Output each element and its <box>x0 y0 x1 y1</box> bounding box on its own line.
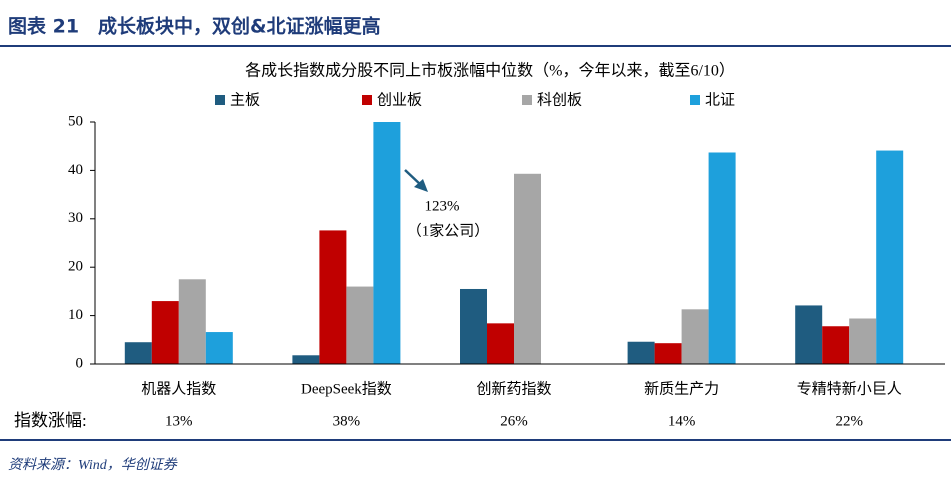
bar <box>205 332 233 364</box>
bar <box>460 288 487 364</box>
legend-label: 科创板 <box>537 90 582 108</box>
legend-swatch <box>690 95 700 105</box>
index-change-value: 22% <box>835 413 863 429</box>
bar <box>292 355 320 364</box>
annotation: （1家公司） <box>407 222 490 239</box>
bar <box>849 318 877 364</box>
bar <box>795 305 823 364</box>
y-tick-label: 20 <box>68 259 83 275</box>
index-change-value: 14% <box>668 413 696 429</box>
x-tick-label: 机器人指数 <box>141 380 216 397</box>
bar <box>822 326 850 364</box>
annotation: 123% <box>425 198 460 214</box>
index-change-value: 26% <box>500 413 528 429</box>
index-change-value: 38% <box>333 413 361 429</box>
x-tick-label: 新质生产力 <box>644 380 719 397</box>
source: 资料来源：Wind，华创证券 <box>8 457 178 473</box>
y-tick-label: 0 <box>76 355 84 371</box>
legend-swatch <box>362 95 372 105</box>
bar <box>346 286 374 364</box>
legend-label: 北证 <box>705 91 735 108</box>
bar <box>373 122 401 364</box>
bar <box>124 342 152 364</box>
legend-label: 主板 <box>230 90 260 108</box>
x-tick-label: DeepSeek指数 <box>301 380 392 397</box>
bar <box>487 323 514 364</box>
header-title: 图表 21 成长板块中，双创&北证涨幅更高 <box>8 15 381 38</box>
bar <box>514 173 541 364</box>
bar <box>319 230 347 364</box>
y-tick-label: 40 <box>68 162 83 178</box>
y-tick-label: 50 <box>68 113 83 129</box>
x-tick-label: 专精特新小巨人 <box>797 380 902 397</box>
bar <box>708 152 736 364</box>
x-tick-label: 创新药指数 <box>476 380 551 397</box>
y-tick-label: 10 <box>68 307 83 323</box>
annotation-arrowhead <box>414 179 428 192</box>
y-tick-label: 30 <box>68 210 83 226</box>
legend-swatch <box>522 95 532 105</box>
bar <box>151 301 179 364</box>
bar <box>627 341 655 364</box>
bar <box>178 279 206 364</box>
plot <box>124 122 904 364</box>
legend-swatch <box>215 95 225 105</box>
legend-label: 创业板 <box>377 90 422 108</box>
index-change-value: 13% <box>165 413 193 429</box>
bar <box>681 309 709 364</box>
bar <box>654 343 682 364</box>
chart-title: 各成长指数成分股不同上市板涨幅中位数（%，今年以来，截至6/10） <box>245 62 735 80</box>
index-change-label: 指数涨幅: <box>14 411 87 430</box>
bar <box>876 150 904 364</box>
